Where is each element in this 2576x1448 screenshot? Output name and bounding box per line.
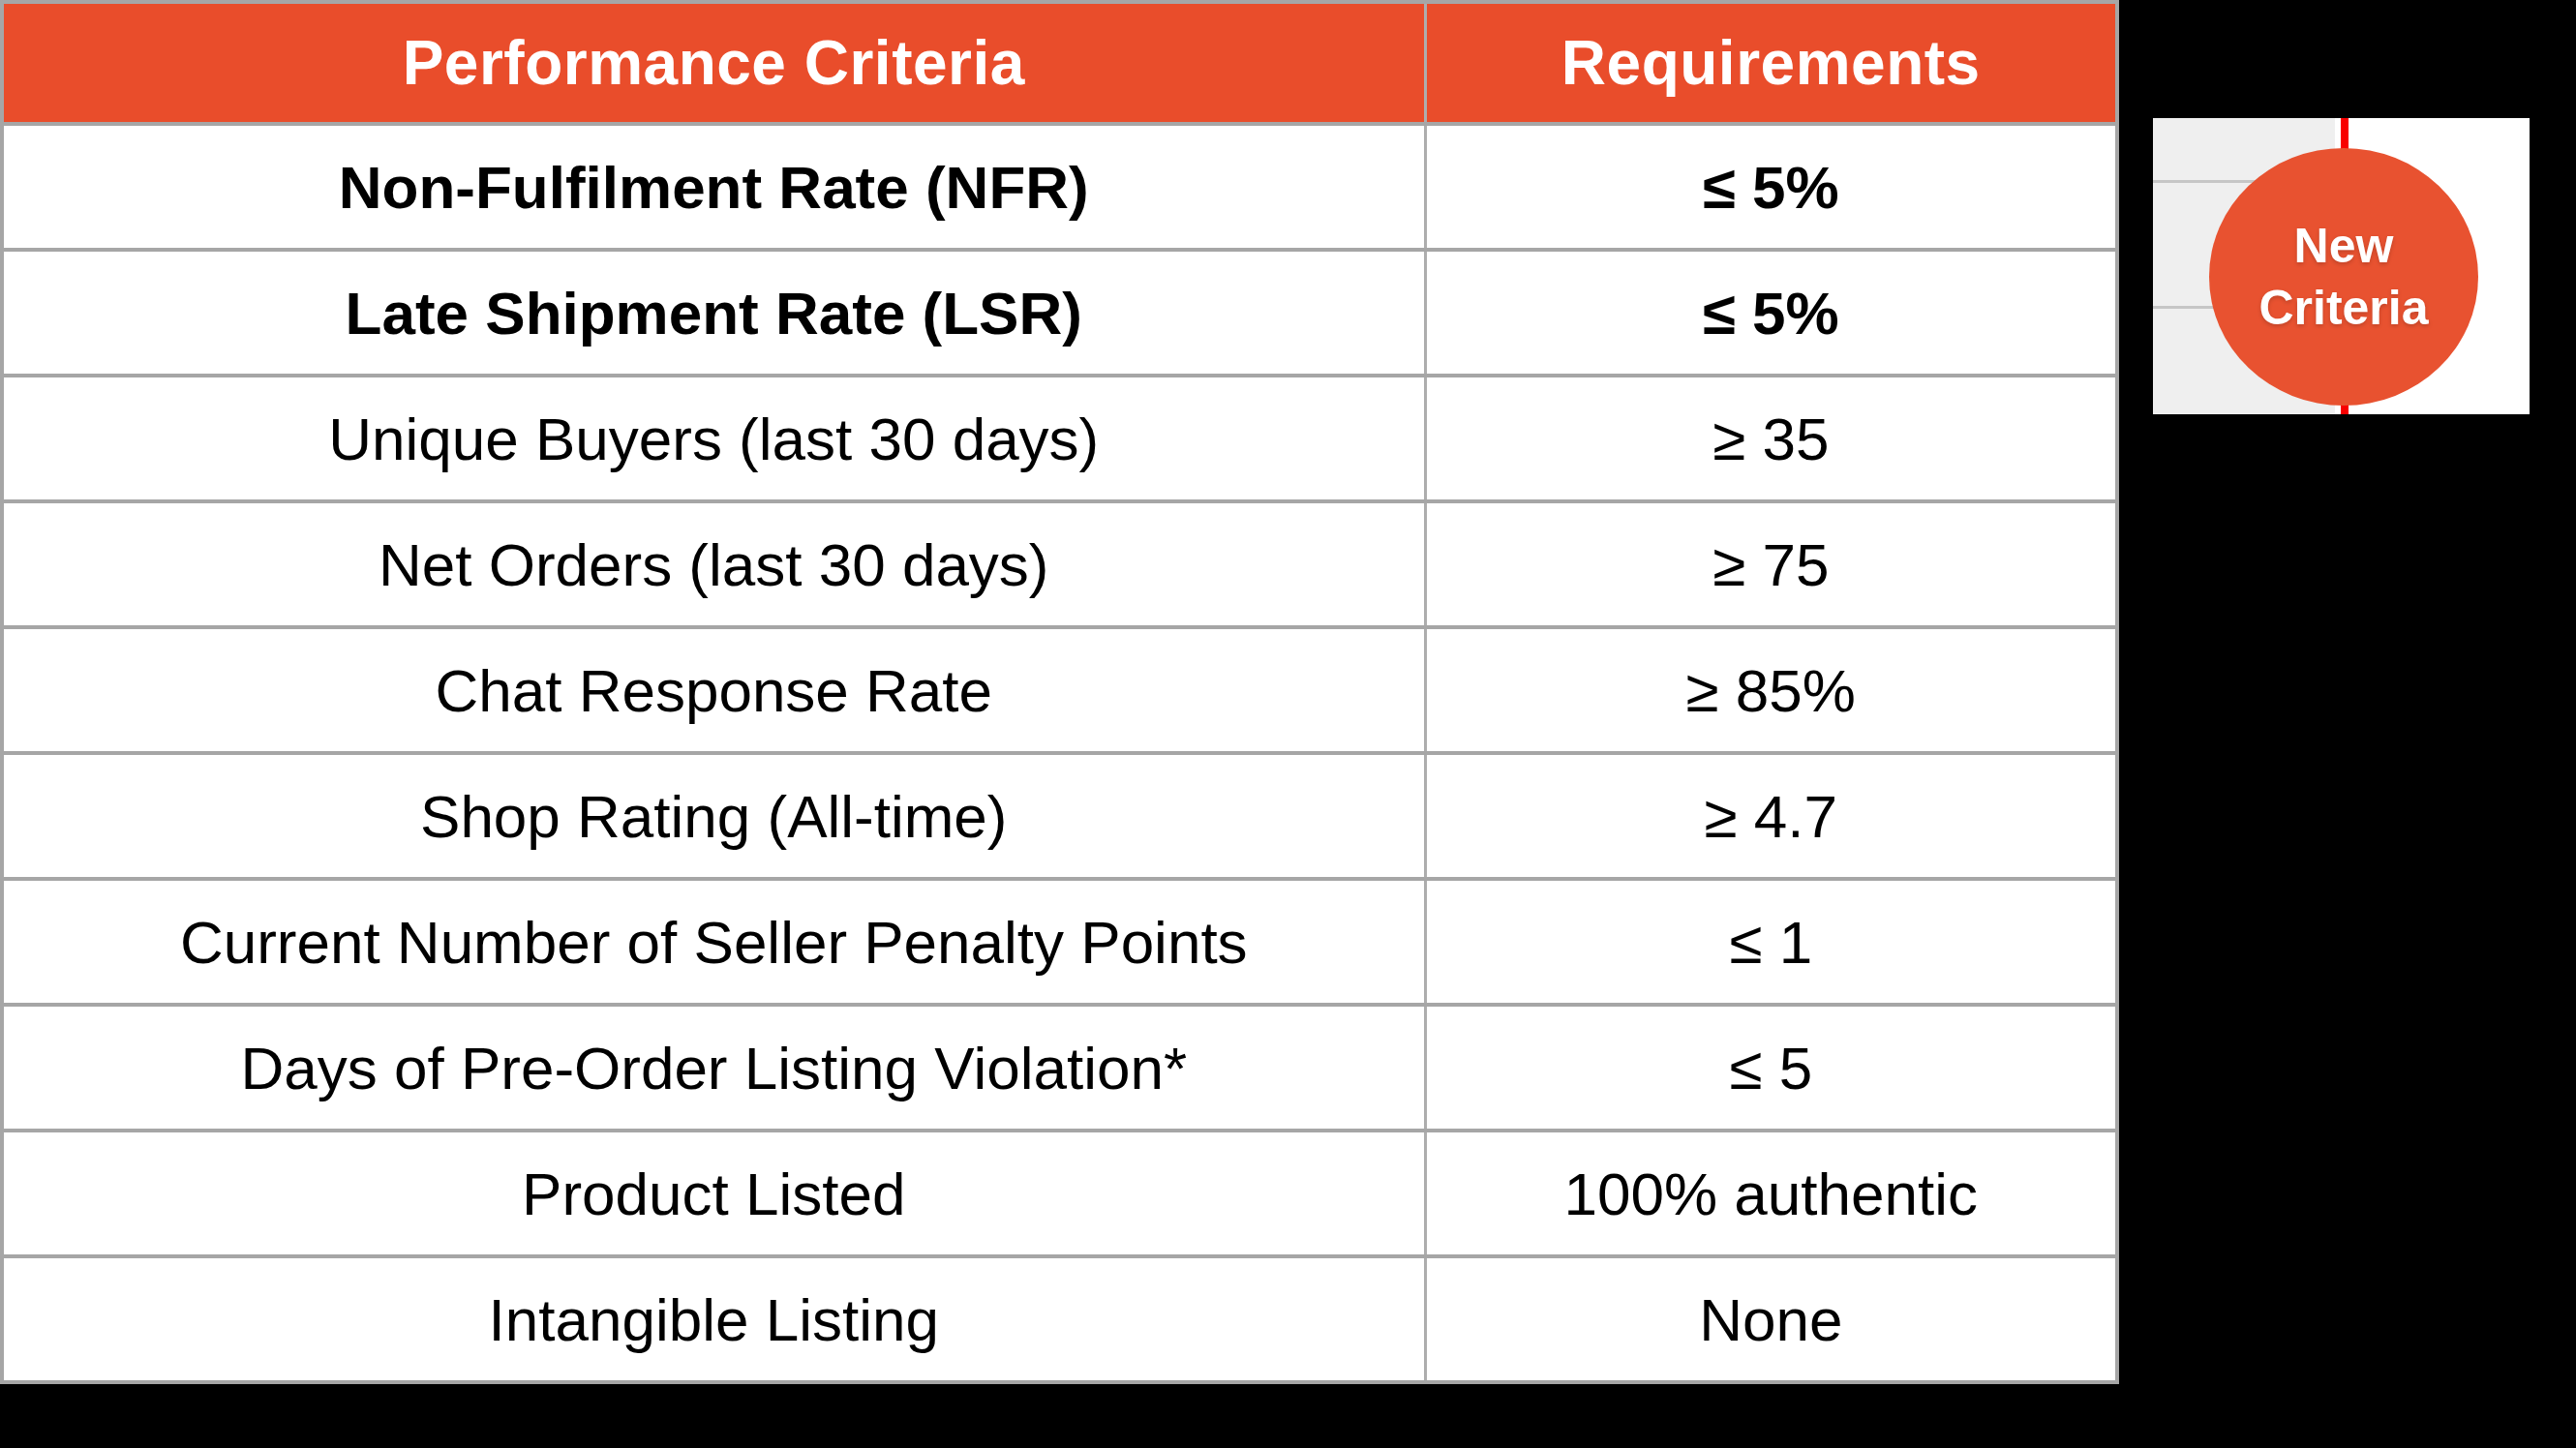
new-criteria-badge: New Criteria bbox=[2209, 148, 2478, 406]
header-requirements: Requirements bbox=[1425, 2, 2117, 124]
table-row: Non-Fulfilment Rate (NFR) ≤ 5% bbox=[2, 124, 2117, 250]
badge-line2: Criteria bbox=[2258, 277, 2428, 339]
criteria-cell: Net Orders (last 30 days) bbox=[2, 501, 1425, 627]
requirement-cell: ≥ 35 bbox=[1425, 376, 2117, 501]
criteria-cell: Late Shipment Rate (LSR) bbox=[2, 250, 1425, 376]
criteria-cell: Non-Fulfilment Rate (NFR) bbox=[2, 124, 1425, 250]
criteria-cell: Days of Pre-Order Listing Violation* bbox=[2, 1005, 1425, 1131]
requirement-cell: None bbox=[1425, 1256, 2117, 1382]
requirement-cell: ≥ 75 bbox=[1425, 501, 2117, 627]
table-row: Late Shipment Rate (LSR) ≤ 5% bbox=[2, 250, 2117, 376]
requirement-cell: ≤ 1 bbox=[1425, 879, 2117, 1005]
table-row: Shop Rating (All-time) ≥ 4.7 bbox=[2, 753, 2117, 879]
criteria-cell: Unique Buyers (last 30 days) bbox=[2, 376, 1425, 501]
requirement-cell: ≥ 85% bbox=[1425, 627, 2117, 753]
table-row: Current Number of Seller Penalty Points … bbox=[2, 879, 2117, 1005]
criteria-cell: Product Listed bbox=[2, 1131, 1425, 1256]
requirement-cell: ≥ 4.7 bbox=[1425, 753, 2117, 879]
table-row: Product Listed 100% authentic bbox=[2, 1131, 2117, 1256]
criteria-cell: Intangible Listing bbox=[2, 1256, 1425, 1382]
new-criteria-card: New Criteria bbox=[2153, 118, 2530, 414]
table-row: Net Orders (last 30 days) ≥ 75 bbox=[2, 501, 2117, 627]
badge-line1: New bbox=[2294, 215, 2394, 277]
table-row: Unique Buyers (last 30 days) ≥ 35 bbox=[2, 376, 2117, 501]
requirement-cell: 100% authentic bbox=[1425, 1131, 2117, 1256]
table-row: Chat Response Rate ≥ 85% bbox=[2, 627, 2117, 753]
requirement-cell: ≤ 5 bbox=[1425, 1005, 2117, 1131]
requirement-cell: ≤ 5% bbox=[1425, 124, 2117, 250]
requirement-cell: ≤ 5% bbox=[1425, 250, 2117, 376]
criteria-cell: Current Number of Seller Penalty Points bbox=[2, 879, 1425, 1005]
table-header-row: Performance Criteria Requirements bbox=[2, 2, 2117, 124]
table-row: Intangible Listing None bbox=[2, 1256, 2117, 1382]
performance-criteria-table: Performance Criteria Requirements Non-Fu… bbox=[0, 0, 2119, 1384]
criteria-cell: Shop Rating (All-time) bbox=[2, 753, 1425, 879]
table-row: Days of Pre-Order Listing Violation* ≤ 5 bbox=[2, 1005, 2117, 1131]
criteria-cell: Chat Response Rate bbox=[2, 627, 1425, 753]
screenshot-root: Performance Criteria Requirements Non-Fu… bbox=[0, 0, 2576, 1448]
header-performance-criteria: Performance Criteria bbox=[2, 2, 1425, 124]
